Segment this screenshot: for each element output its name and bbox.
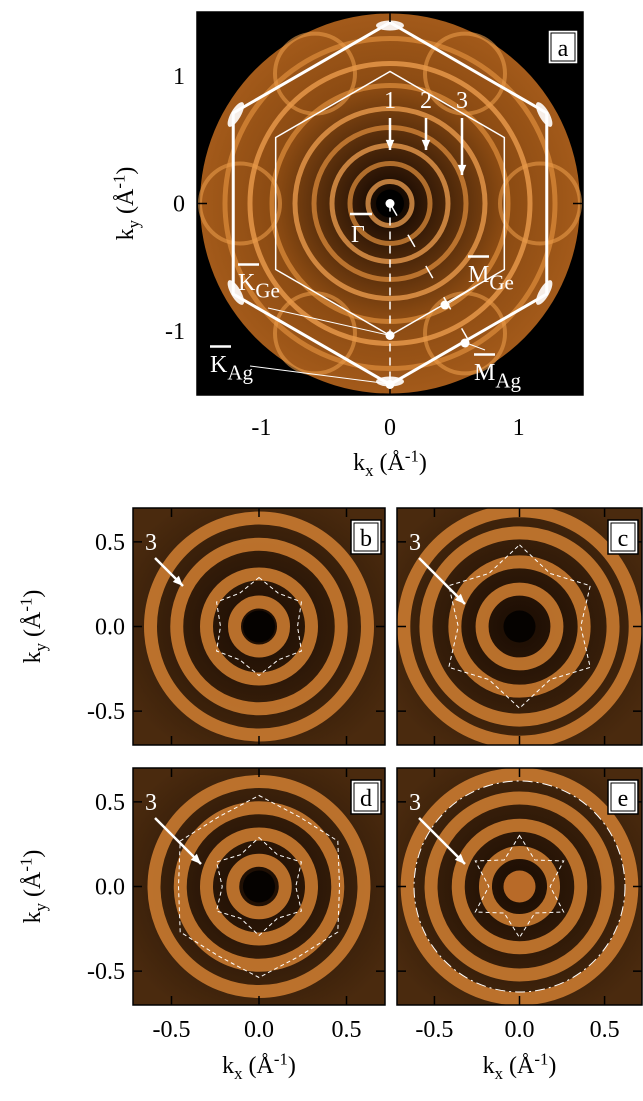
- point: [386, 331, 395, 340]
- image: [133, 768, 385, 1005]
- axis-label-part: ): [20, 590, 46, 598]
- panel-label: c: [618, 526, 629, 552]
- point: [386, 380, 395, 389]
- annotation-sub: Ge: [255, 279, 280, 303]
- panel-label: e: [618, 786, 629, 812]
- axis-label-part: (Å: [113, 188, 139, 220]
- center: [243, 611, 275, 643]
- axis-label: kx (Å-1): [222, 1050, 296, 1083]
- panel-label: d: [360, 786, 372, 812]
- axis-label-part: ): [548, 1053, 556, 1079]
- x-tick-label: 0.0: [505, 1017, 535, 1043]
- annotation-sub: Ag: [495, 369, 521, 393]
- axis-label-part: k: [20, 651, 46, 663]
- x-tick-label: 0.5: [332, 1017, 362, 1043]
- panel-label: a: [558, 36, 569, 62]
- point: [386, 199, 395, 208]
- axis-label-part: -1: [534, 1050, 548, 1069]
- y-tick-label: 1: [173, 64, 185, 90]
- axis-label-part: ): [113, 167, 139, 175]
- axis-label-part: (Å: [503, 1053, 535, 1079]
- axis-label-part: k: [113, 228, 139, 240]
- y-tick-label: -0.5: [87, 699, 125, 725]
- y-tick-label: 0.5: [95, 530, 125, 556]
- y-tick-label: 0.5: [95, 790, 125, 816]
- axis-label: ky (Å-1): [17, 590, 50, 664]
- annotation-main: M: [468, 262, 489, 288]
- annotation-main: M: [474, 360, 495, 386]
- ring-label: 3: [456, 88, 468, 114]
- annotation-sub: Ge: [489, 271, 514, 295]
- ring-label: 3: [409, 530, 421, 556]
- axis-label-part: -1: [405, 447, 419, 466]
- axis-label: ky (Å-1): [17, 850, 50, 924]
- x-tick-label: -0.5: [415, 1017, 453, 1043]
- axis-label-part: -1: [110, 175, 129, 189]
- axis-label-part: -1: [17, 858, 36, 872]
- annotation: Γ: [351, 222, 365, 248]
- axis-label: kx (Å-1): [353, 447, 427, 480]
- x-tick-label: 0.0: [244, 1017, 274, 1043]
- x-tick-label: 1: [513, 415, 525, 441]
- image: [133, 508, 385, 745]
- figure: -101-101kx (Å-1)ky (Å-1)a123ΓKGeMGeKAgMA…: [0, 0, 643, 1101]
- y-tick-label: 0.0: [95, 875, 125, 901]
- center: [504, 611, 536, 643]
- x-tick-label: 0: [384, 415, 396, 441]
- axis-label-part: k: [20, 911, 46, 923]
- axis-label: ky (Å-1): [110, 167, 143, 241]
- axis-label-part: ): [419, 450, 427, 476]
- image: [397, 768, 642, 1005]
- axis-label-part: k: [222, 1053, 234, 1079]
- axis-label-part: ): [20, 850, 46, 858]
- ring-label: 2: [420, 88, 432, 114]
- axis-label-part: k: [483, 1053, 495, 1079]
- y-tick-label: -0.5: [87, 959, 125, 985]
- point: [461, 339, 470, 348]
- axis-label-part: (Å: [20, 871, 46, 903]
- panel-label: b: [360, 526, 372, 552]
- axis-label-part: ): [288, 1053, 296, 1079]
- axis-label-part: (Å: [20, 611, 46, 643]
- y-tick-label: 0: [173, 192, 185, 218]
- axis-label-part: -1: [274, 1050, 288, 1069]
- y-tick-label: 0.0: [95, 615, 125, 641]
- ring-label: 3: [145, 790, 157, 816]
- y-tick-label: -1: [165, 319, 185, 345]
- center: [243, 871, 275, 903]
- x-tick-label: 0.5: [590, 1017, 620, 1043]
- image: [397, 508, 642, 745]
- axis-label-part: (Å: [374, 450, 406, 476]
- ring-label: 3: [145, 530, 157, 556]
- axis-label-part: k: [353, 450, 365, 476]
- x-tick-label: -0.5: [153, 1017, 191, 1043]
- annotation-main: K: [238, 270, 256, 296]
- axis-label: kx (Å-1): [483, 1050, 557, 1083]
- point: [441, 301, 450, 310]
- ring-label: 3: [409, 790, 421, 816]
- ring-label: 1: [384, 88, 396, 114]
- axis-label-part: -1: [17, 598, 36, 612]
- center: [504, 871, 536, 903]
- x-tick-label: -1: [251, 415, 271, 441]
- axis-label-part: (Å: [243, 1053, 275, 1079]
- annotation-main: K: [210, 352, 228, 378]
- annotation-sub: Ag: [227, 361, 253, 385]
